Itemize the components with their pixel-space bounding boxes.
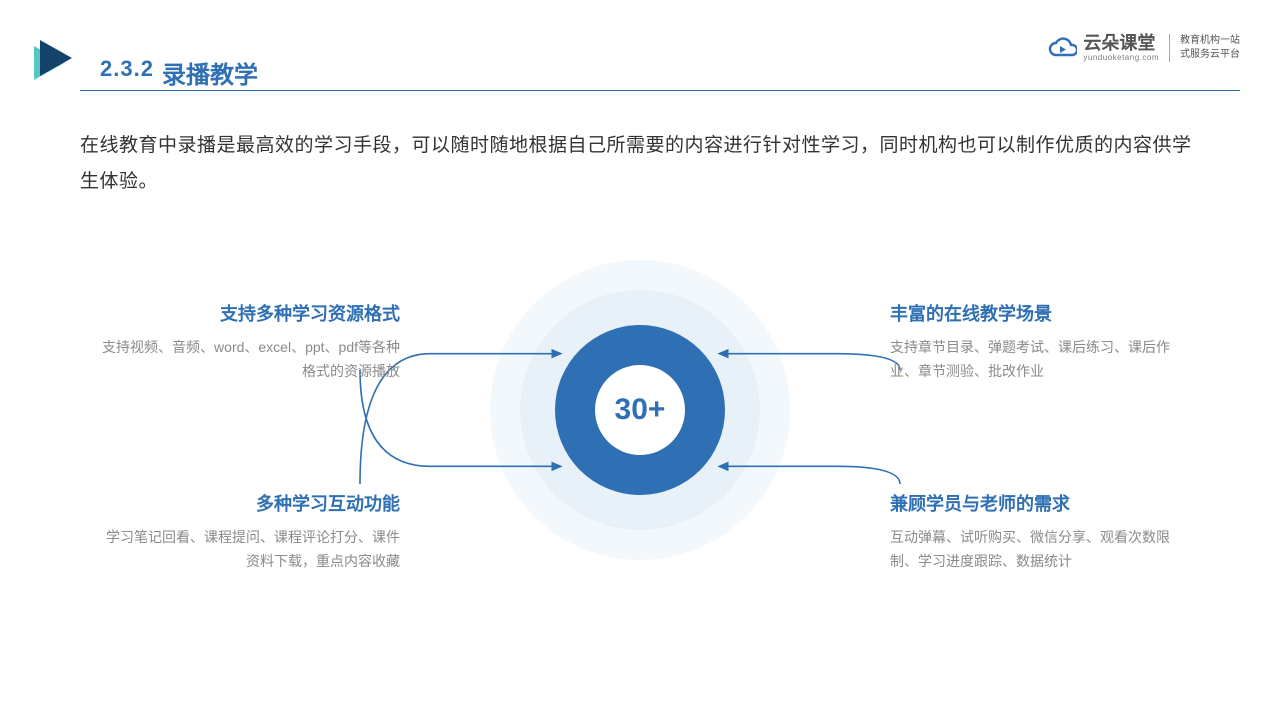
feature-top-right: 丰富的在线教学场景 支持章节目录、弹题考试、课后练习、课后作业、章节测验、批改作… [890, 300, 1190, 384]
feature-body: 学习笔记回看、课程提问、课程评论打分、课件资料下载，重点内容收藏 [100, 526, 400, 574]
feature-title: 兼顾学员与老师的需求 [890, 490, 1190, 516]
logo-divider [1169, 34, 1170, 62]
section-number: 2.3.2 [100, 56, 154, 82]
brand-logo-block: 云朵课堂 yunduoketang.com 教育机构一站 式服务云平台 [1047, 34, 1240, 63]
brand-domain: yunduoketang.com [1083, 54, 1159, 63]
brand-tagline: 教育机构一站 式服务云平台 [1180, 34, 1240, 62]
brand-name: 云朵课堂 [1083, 34, 1159, 54]
feature-title: 多种学习互动功能 [100, 490, 400, 516]
feature-title: 支持多种学习资源格式 [100, 300, 400, 326]
slide-corner-icon [34, 40, 74, 84]
feature-body: 互动弹幕、试听购买、微信分享、观看次数限制、学习进度跟踪、数据统计 [890, 526, 1190, 574]
center-medallion: 30+ [490, 260, 790, 560]
center-count: 30+ [615, 393, 666, 427]
feature-title: 丰富的在线教学场景 [890, 300, 1190, 326]
section-title: 录播教学 [162, 55, 258, 90]
intro-paragraph: 在线教育中录播是最高效的学习手段，可以随时随地根据自己所需要的内容进行针对性学习… [80, 128, 1200, 200]
feature-body: 支持视频、音频、word、excel、ppt、pdf等各种格式的资源播放 [100, 336, 400, 384]
feature-top-left: 支持多种学习资源格式 支持视频、音频、word、excel、ppt、pdf等各种… [100, 300, 400, 384]
feature-body: 支持章节目录、弹题考试、课后练习、课后作业、章节测验、批改作业 [890, 336, 1190, 384]
header-rule [80, 90, 1240, 91]
feature-bottom-left: 多种学习互动功能 学习笔记回看、课程提问、课程评论打分、课件资料下载，重点内容收… [100, 490, 400, 574]
cloud-icon [1047, 37, 1077, 59]
feature-bottom-right: 兼顾学员与老师的需求 互动弹幕、试听购买、微信分享、观看次数限制、学习进度跟踪、… [890, 490, 1190, 574]
